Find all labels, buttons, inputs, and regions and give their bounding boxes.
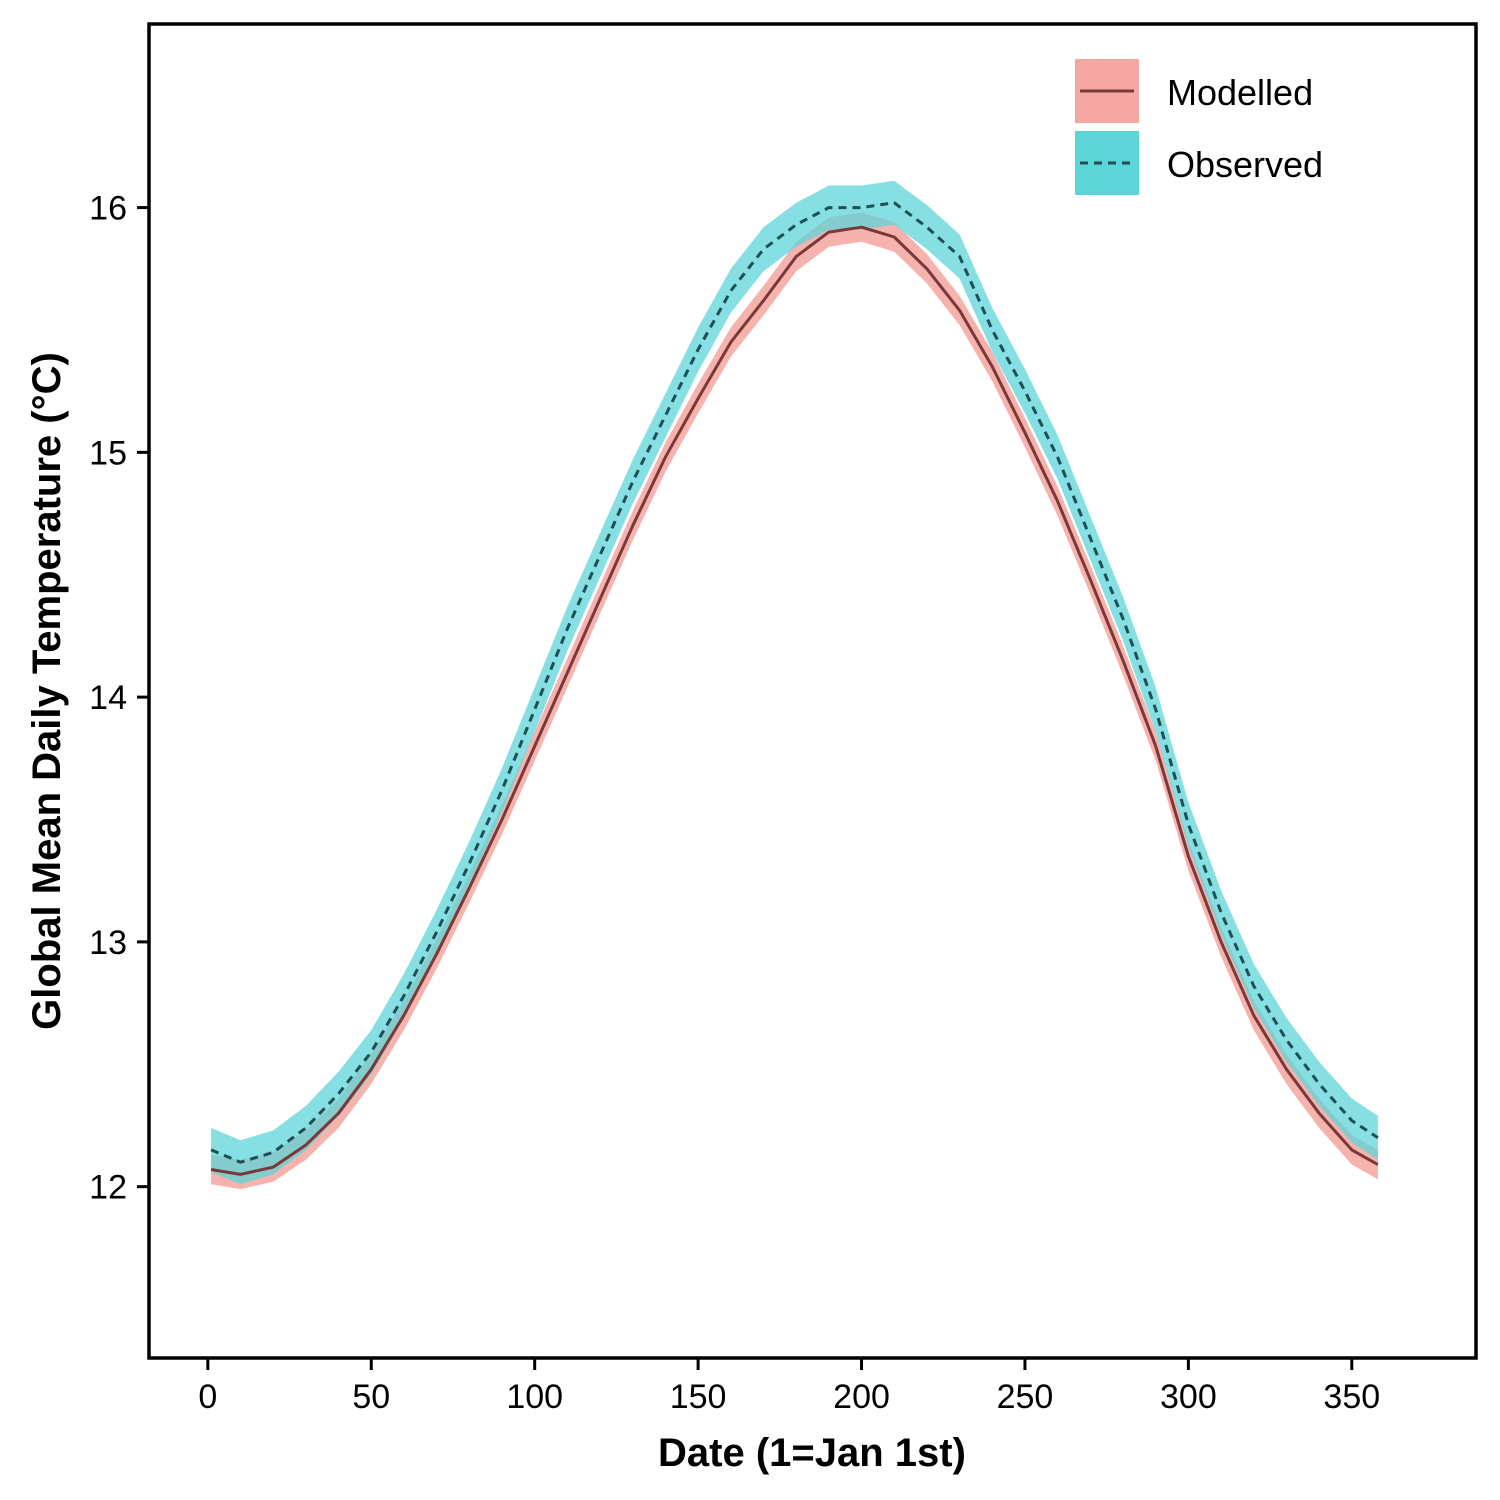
x-tick-label-250: 250 [997,1378,1054,1416]
y-axis: 12 13 14 15 16 [89,190,149,1207]
y-axis-title: Global Mean Daily Temperature (°C) [25,352,69,1030]
x-tick-label-350: 350 [1323,1378,1380,1416]
legend-label-modelled: Modelled [1167,72,1313,113]
y-tick-label-12: 12 [89,1169,127,1207]
y-tick-label-13: 13 [89,924,127,962]
y-tick-label-15: 15 [89,434,127,472]
legend-label-observed: Observed [1167,144,1323,185]
x-axis-title: Date (1=Jan 1st) [658,1431,966,1475]
y-tick-label-16: 16 [89,190,127,228]
legend: Modelled Observed [1073,57,1323,197]
line-modelled [210,225,1379,1176]
series-lines [210,201,1379,1176]
y-tick-label-14: 14 [89,679,127,717]
x-axis: 0 50 100 150 200 250 300 350 [198,1358,1380,1416]
x-tick-label-0: 0 [198,1378,217,1416]
x-tick-label-100: 100 [506,1378,563,1416]
plot-panel-border [147,22,1478,1360]
legend-item-modelled: Modelled [1073,57,1313,125]
x-tick-label-150: 150 [670,1378,727,1416]
x-tick-label-300: 300 [1160,1378,1217,1416]
legend-item-observed: Observed [1073,129,1323,197]
line-observed [210,201,1379,1164]
x-tick-label-200: 200 [833,1378,890,1416]
x-tick-label-50: 50 [352,1378,390,1416]
